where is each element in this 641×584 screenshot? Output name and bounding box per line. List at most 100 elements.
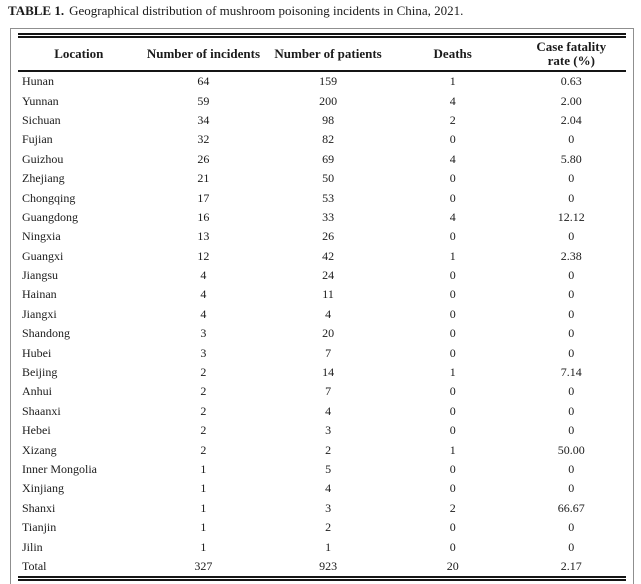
patients-cell: 3 (325, 500, 332, 515)
deaths-cell: 0 (449, 481, 456, 496)
deaths-cell: 0 (449, 268, 456, 283)
deaths-cell: 1 (449, 248, 456, 263)
incidents-cell: 17 (197, 190, 210, 205)
deaths-cell: 0 (449, 520, 456, 535)
deaths-cell: 1 (449, 442, 456, 457)
location-cell: Jilin (22, 539, 43, 554)
table-row: Shanxi 1 3 2 66.67 (18, 499, 626, 518)
deaths-cell: 0 (449, 403, 456, 418)
location-cell: Guangxi (22, 248, 64, 263)
incidents-cell: 1 (200, 481, 207, 496)
location-cell: Shandong (22, 326, 70, 341)
location-cell: Chongqing (22, 190, 76, 205)
table-caption-label: TABLE 1. (8, 3, 65, 18)
location-cell: Jiangsu (22, 268, 58, 283)
rate-cell: 7.14 (560, 365, 582, 380)
deaths-cell: 1 (449, 365, 456, 380)
location-cell: Yunnan (22, 93, 59, 108)
location-cell: Jiangxi (22, 306, 57, 321)
incidents-cell: 32 (197, 132, 210, 147)
location-cell: Hainan (22, 287, 57, 302)
incidents-cell: 2 (200, 365, 207, 380)
deaths-cell: 0 (449, 190, 456, 205)
rate-cell: 12.12 (557, 209, 585, 224)
table-row: Jiangsu 4 24 0 0 (18, 266, 626, 285)
rate-cell: 0 (568, 462, 575, 476)
table-container: Location Number of incidents Number of p… (10, 28, 634, 584)
rate-cell: 0 (568, 306, 575, 321)
total-row: Total 327 923 20 2.17 (18, 556, 626, 582)
table-row: Hebei 2 3 0 0 (18, 421, 626, 440)
location-cell: Beijing (22, 365, 58, 380)
table-row: Beijing 2 14 1 7.14 (18, 363, 626, 382)
incidents-cell: 2 (200, 423, 207, 438)
deaths-cell: 0 (449, 326, 456, 341)
deaths-cell: 4 (449, 93, 456, 108)
total-label-cell: Total (18, 556, 140, 582)
case-fatality-header-line1: Case fatality (536, 39, 607, 54)
incidents-cell: 2 (200, 384, 207, 399)
rate-cell: 0 (568, 539, 575, 554)
location-cell: Guangdong (22, 209, 78, 224)
rate-cell: 0 (568, 287, 575, 302)
table-row: Guizhou 26 69 4 5.80 (18, 150, 626, 169)
rate-cell: 0 (568, 403, 575, 418)
patients-cell: 42 (322, 248, 335, 263)
table-row: Inner Mongolia 1 5 0 0 (18, 460, 626, 479)
incidents-cell: 64 (197, 74, 210, 89)
table-row: Shandong 3 20 0 0 (18, 324, 626, 343)
deaths-cell: 0 (449, 132, 456, 147)
incidents-cell: 4 (200, 268, 207, 283)
deaths-cell: 0 (449, 423, 456, 438)
table-row: Xizang 2 2 1 50.00 (18, 440, 626, 459)
incidents-cell: 12 (197, 248, 210, 263)
incidents-cell: 1 (200, 520, 207, 535)
deaths-cell: 0 (449, 171, 456, 186)
deaths-cell: 0 (449, 539, 456, 554)
rate-cell: 66.67 (557, 500, 585, 515)
table-row: Tianjin 1 2 0 0 (18, 518, 626, 537)
incidents-cell: 2 (200, 442, 207, 457)
patients-cell: 69 (322, 151, 335, 166)
incidents-cell: 16 (197, 209, 210, 224)
deaths-cell: 2 (449, 112, 456, 127)
deaths-cell: 0 (449, 229, 456, 244)
table-row: Zhejiang 21 50 0 0 (18, 169, 626, 188)
table-caption-text: Geographical distribution of mushroom po… (69, 3, 464, 18)
table-row: Xinjiang 1 4 0 0 (18, 479, 626, 498)
table-row: Jilin 1 1 0 0 (18, 537, 626, 556)
table-body: Hunan 64 159 1 0.63 Yunnan 59 200 4 2.00 Sichuan 34… (18, 71, 626, 557)
rate-cell: 0 (568, 345, 575, 360)
deaths-cell: 0 (449, 345, 456, 360)
location-cell: Guizhou (22, 151, 64, 166)
data-table: Location Number of incidents Number of p… (18, 33, 626, 582)
deaths-cell: 2 (449, 500, 456, 515)
location-cell: Shanxi (22, 500, 56, 515)
patients-cell: 2 (325, 442, 332, 457)
table-row: Hubei 3 7 0 0 (18, 343, 626, 362)
location-cell: Hebei (22, 423, 51, 438)
incidents-cell: 2 (200, 403, 207, 418)
table-row: Hunan 64 159 1 0.63 (18, 71, 626, 91)
incidents-cell: 1 (200, 500, 207, 515)
table-row: Hainan 4 11 0 0 (18, 285, 626, 304)
patients-cell: 1 (325, 539, 332, 554)
rate-cell: 0 (568, 268, 575, 283)
rate-cell: 0 (568, 190, 575, 205)
rate-cell: 0 (568, 481, 575, 496)
location-cell: Xinjiang (22, 481, 64, 496)
rate-cell: 0 (568, 326, 575, 341)
table-row: Guangxi 12 42 1 2.38 (18, 247, 626, 266)
incidents-cell: 3 (200, 345, 207, 360)
patients-cell: 98 (322, 112, 335, 127)
rate-cell: 5.80 (560, 151, 582, 166)
rate-cell: 0 (568, 423, 575, 438)
total-patients-cell: 923 (267, 556, 389, 582)
incidents-cell: 21 (197, 171, 210, 186)
header-row: Location Number of incidents Number of p… (18, 35, 626, 72)
column-header-incidents: Number of incidents (139, 35, 268, 72)
deaths-cell: 0 (449, 384, 456, 399)
location-cell: Ningxia (22, 229, 61, 244)
table-row: Fujian 32 82 0 0 (18, 130, 626, 149)
incidents-cell: 4 (200, 306, 207, 321)
